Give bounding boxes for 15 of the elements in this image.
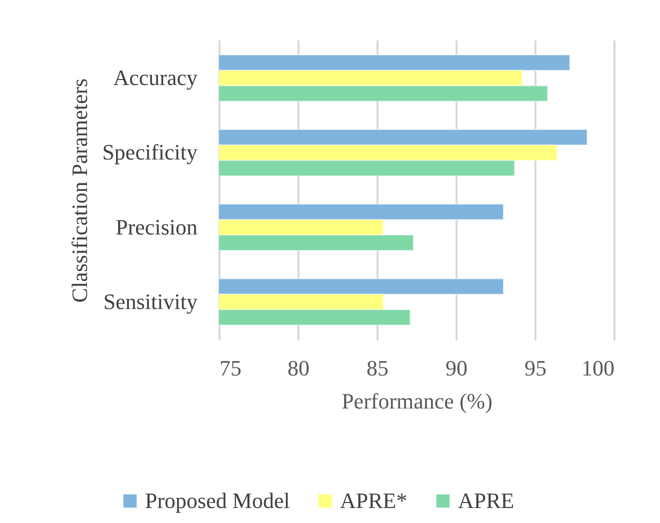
y-tick-label: Specificity xyxy=(102,140,198,165)
x-axis-title: Performance (%) xyxy=(342,388,492,414)
y-tick-label: Accuracy xyxy=(113,65,198,90)
x-tick-label: 95 xyxy=(524,356,546,380)
x-tick-label: 75 xyxy=(220,356,242,380)
x-tick-label: 80 xyxy=(288,356,310,380)
y-axis-title: Classification Parameters xyxy=(67,78,92,303)
x-tick-label: 85 xyxy=(366,356,388,380)
y-tick-label: Precision xyxy=(116,214,198,240)
x-tick-label: 90 xyxy=(446,356,468,380)
y-tick-label: Sensitivity xyxy=(103,288,198,314)
legend-label: Proposed Model xyxy=(145,488,290,513)
legend-label: APRE* xyxy=(340,488,408,513)
x-tick-label: 100 xyxy=(582,356,614,380)
legend-label: APRE xyxy=(458,488,514,513)
